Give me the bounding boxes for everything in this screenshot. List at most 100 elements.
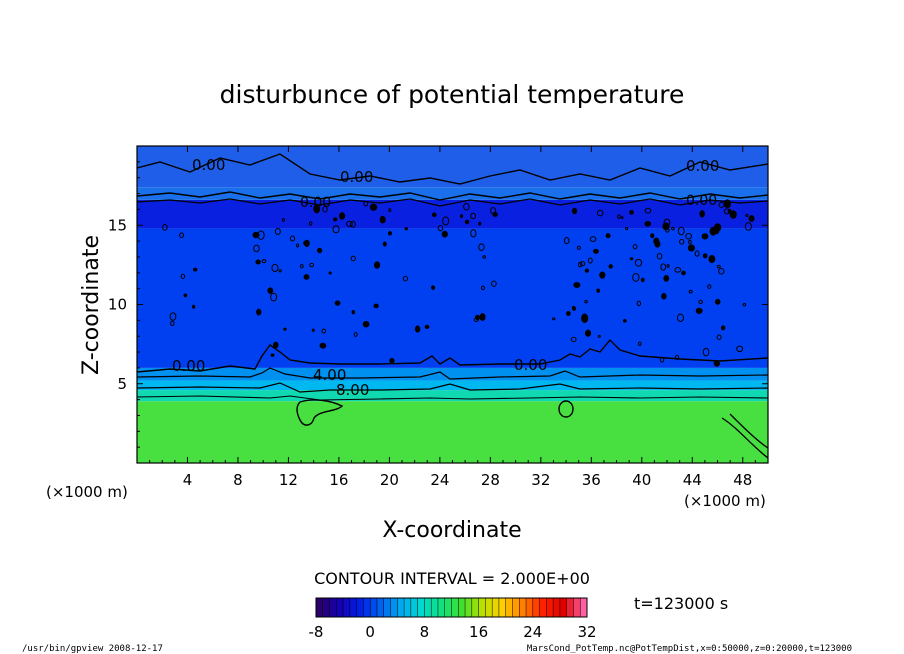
colorbar-cell [505, 598, 513, 617]
contour-speck [334, 300, 341, 306]
contour-speck [389, 357, 395, 364]
contour-label: 0.00 [686, 157, 719, 175]
contour-speck [698, 299, 703, 304]
contour-speck [579, 261, 586, 267]
x-axis-label: X-coordinate [382, 518, 521, 543]
contour-speck [388, 208, 392, 213]
contour-line-lower-0 [137, 338, 768, 373]
contour-speck [708, 255, 716, 264]
contour-speck [481, 285, 485, 291]
colorbar-cell [512, 598, 520, 617]
color-region [137, 199, 768, 229]
x-tick-label: 8 [233, 471, 243, 489]
contour-speck [379, 215, 386, 224]
contour-speck [464, 219, 470, 225]
colorbar-tick-label: 32 [577, 623, 596, 641]
contour-speck [180, 273, 186, 279]
colorbar-cell [383, 598, 392, 617]
contour-speck [382, 241, 387, 247]
colorbar-tick-label: -8 [309, 623, 324, 641]
contour-speck [431, 285, 436, 290]
contour-speck [303, 274, 310, 280]
contour-speck [296, 243, 300, 248]
contour-speck [663, 218, 671, 227]
contour-speck [632, 272, 640, 282]
colorbar-tick-label: 16 [469, 623, 488, 641]
contour-speck [492, 211, 498, 217]
contour-speck [261, 259, 267, 264]
contour-speck [424, 324, 430, 330]
colorbar-cell [485, 598, 493, 617]
contour-speck [702, 347, 710, 357]
contour-speck [274, 227, 281, 236]
color-region [137, 367, 768, 381]
contour-speck [694, 250, 700, 257]
contour-line-4 [137, 367, 768, 380]
contour-speck [373, 261, 381, 269]
contour-speck [632, 244, 638, 250]
x-axis: 4 8 12 16 20 24 28 32 36 40 44 48 [149, 146, 756, 489]
contour-speck [362, 320, 370, 328]
contour-speck [620, 216, 624, 219]
colorbar-cell [465, 598, 473, 617]
contour-speck [332, 225, 340, 234]
contour-label: 4.00 [313, 366, 346, 384]
colorbar [315, 597, 588, 618]
contour-speck [369, 203, 378, 211]
contour-speck [313, 204, 321, 214]
x-tick-label: 4 [183, 471, 193, 489]
colorbar-cell [336, 598, 344, 617]
contour-speck [442, 216, 450, 226]
contour-speck [605, 233, 611, 239]
x-tick-label: 48 [733, 471, 752, 489]
contour-speck [333, 217, 338, 222]
contour-speck [659, 356, 665, 363]
contour-speck [687, 244, 695, 252]
contour-label: 0.00 [686, 193, 717, 209]
contour-speck [256, 308, 262, 316]
colorbar-cell [410, 598, 419, 617]
contour-labels: 0.00 0.00 0.00 0.00 0.00 0.00 0.00 4.00 … [172, 156, 719, 399]
x-tick-label: 16 [329, 471, 348, 489]
contour-speck [685, 232, 692, 240]
contour-speck [688, 239, 692, 245]
contour-speck [322, 205, 328, 213]
contour-speck [597, 334, 601, 338]
colorbar-cell [526, 598, 534, 617]
contour-speck [699, 210, 705, 218]
contour-speck [729, 210, 737, 219]
contour-speck [470, 212, 477, 220]
contour-speck [636, 300, 642, 307]
contour-speck [702, 253, 708, 259]
contour-speck [482, 255, 486, 259]
contour-speck [629, 257, 634, 261]
contour-speck [183, 293, 188, 298]
contour-speck [599, 271, 606, 279]
colorbar-cell [492, 598, 500, 617]
colorbar-cell [390, 598, 398, 617]
contour-speck [353, 332, 358, 337]
contour-speck [463, 202, 470, 211]
contour-speck [584, 329, 592, 337]
contour-speck [363, 200, 369, 207]
contour-speck [688, 289, 693, 294]
colorbar-tick-label: 0 [365, 623, 375, 641]
contour-speck [723, 208, 731, 215]
contour-speck [625, 227, 629, 231]
contour-speck [701, 233, 709, 240]
colorbar-cell [349, 598, 358, 617]
contour-speck [271, 263, 279, 273]
contour-line-12 [137, 395, 768, 401]
contour-speck [584, 299, 588, 304]
colorbar-cell [437, 598, 446, 617]
contour-speck [478, 243, 485, 251]
y-tick-label: 15 [108, 216, 127, 234]
colorbar-cell [370, 598, 378, 617]
x-tick-label: 20 [380, 471, 399, 489]
contour-speck [192, 304, 196, 309]
contour-speck [345, 220, 353, 227]
contour-label: 8.00 [336, 381, 369, 399]
colorbar-cell [539, 598, 547, 617]
contour-speck [736, 345, 744, 353]
contour-line-tropopause-2 [137, 198, 768, 207]
